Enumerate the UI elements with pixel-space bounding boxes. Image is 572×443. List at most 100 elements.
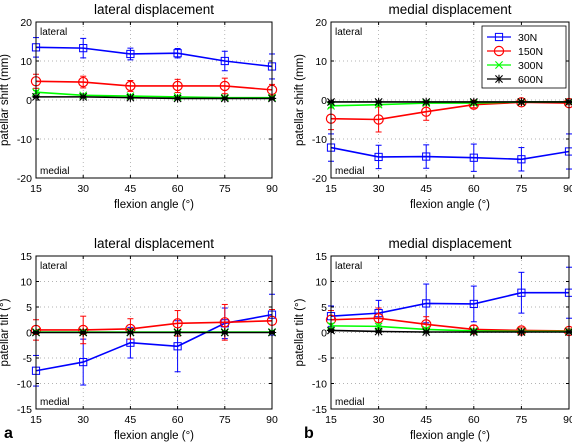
y-tick-label: 15	[315, 251, 327, 263]
y-tick-label: -15	[17, 404, 32, 416]
x-tick-label: 90	[563, 183, 572, 195]
y-tick-label: -20	[17, 173, 32, 185]
data-point	[126, 49, 135, 59]
data-point	[173, 49, 182, 58]
y-tick-label: 15	[20, 251, 32, 263]
data-point	[422, 299, 431, 308]
data-point	[173, 328, 182, 337]
y-tick-label: 10	[20, 277, 32, 289]
chart-panel-3: 15 30 45 60 75 90 -15 -10 -5 0 5 10 15 lateral displa…	[0, 236, 278, 442]
y-tick-label: -10	[312, 379, 327, 391]
series-line	[330, 317, 570, 332]
series-line	[330, 146, 570, 161]
data-point	[494, 74, 504, 84]
y-axis-label: patellar tilt (°)	[294, 298, 306, 366]
chart-title: medial displacement	[388, 2, 511, 17]
legend-entry-600n: 600N	[518, 74, 543, 86]
y-tick-label: 10	[315, 277, 327, 289]
x-tick-label: 45	[420, 414, 432, 426]
data-point	[495, 61, 503, 69]
y-axis-label: patellar shift (mm)	[294, 54, 306, 146]
data-point	[220, 94, 229, 103]
annotation-medial: medial	[335, 166, 364, 177]
series-line	[36, 96, 272, 100]
y-tick-label: 0	[321, 328, 327, 340]
data-point	[517, 288, 526, 297]
y-tick-label: -5	[318, 353, 327, 365]
x-tick-label: 45	[125, 414, 137, 426]
y-tick-label: 0	[26, 95, 32, 107]
series-line	[330, 329, 569, 333]
data-point	[126, 328, 135, 337]
x-tick-label: 30	[77, 183, 89, 195]
x-tick-label: 75	[219, 183, 231, 195]
data-point	[469, 153, 478, 162]
x-tick-label: 45	[125, 183, 137, 195]
data-point	[220, 56, 229, 66]
legend-entry-30n: 30N	[518, 32, 537, 44]
data-point	[422, 152, 431, 161]
y-tick-label: 5	[26, 302, 32, 314]
x-tick-label: 60	[468, 183, 480, 195]
annotation-medial: medial	[40, 166, 69, 177]
series-line	[35, 80, 273, 91]
data-point	[517, 155, 526, 164]
series-line	[35, 46, 273, 68]
legend-box	[481, 25, 567, 89]
data-point	[219, 80, 230, 92]
x-axis-label: flexion angle (°)	[114, 430, 194, 442]
data-point	[421, 106, 432, 117]
y-axis-label: patellar tilt (°)	[0, 298, 11, 366]
data-point	[79, 328, 88, 337]
data-point	[126, 93, 135, 102]
data-point	[219, 317, 230, 328]
legend-entry-150n: 150N	[518, 46, 543, 58]
legend-entry-300n: 300N	[518, 60, 543, 72]
data-point	[469, 299, 478, 309]
x-tick-label: 60	[172, 414, 184, 426]
data-point	[493, 45, 505, 57]
y-tick-label: -15	[312, 404, 327, 416]
annotation-medial: medial	[335, 397, 364, 408]
data-point	[422, 97, 431, 107]
x-tick-label: 75	[516, 183, 528, 195]
data-point	[172, 80, 183, 92]
y-tick-label: 10	[315, 56, 327, 68]
y-tick-label: 20	[315, 17, 327, 29]
data-point	[172, 318, 183, 329]
series-line	[36, 319, 273, 331]
chart-panel-1: 15 30 45 60 75 90 -20 -10 0 10 20 lateral displacem…	[0, 2, 278, 211]
data-point	[79, 44, 88, 53]
y-tick-label: 10	[20, 56, 32, 68]
data-point	[374, 327, 383, 336]
data-point	[220, 328, 229, 337]
series-150n	[30, 303, 278, 345]
chart-panel-2: 15 30 45 60 75 90 -20 -10 0 10 20 medial displaceme…	[294, 2, 572, 211]
x-axis-label: flexion angle (°)	[114, 199, 194, 211]
series-line	[330, 291, 569, 317]
x-tick-label: 45	[420, 183, 432, 195]
data-point	[469, 327, 478, 337]
x-tick-label: 30	[373, 183, 385, 195]
data-point	[517, 327, 526, 337]
x-tick-label: 90	[266, 414, 278, 426]
data-point	[374, 152, 383, 162]
y-tick-label: -5	[23, 353, 32, 365]
data-point	[374, 97, 383, 107]
legend: 30N 150N 300N 600N	[481, 25, 567, 89]
x-tick-label: 60	[172, 183, 184, 195]
panel-label-a: a	[4, 425, 13, 442]
y-tick-label: 5	[321, 302, 327, 314]
y-tick-label: -10	[17, 134, 32, 146]
annotation-lateral: lateral	[40, 27, 67, 38]
chart-title: lateral displacement	[94, 236, 214, 251]
x-tick-label: 60	[468, 414, 480, 426]
data-point	[125, 80, 136, 92]
chart-panel-4: 15 30 45 60 75 90 -15 -10 -5 0 5 10 15 medial displac…	[294, 236, 572, 442]
x-tick-label: 30	[373, 414, 385, 426]
data-point	[373, 114, 384, 125]
y-axis-label: patellar shift (mm)	[0, 54, 11, 146]
data-point	[173, 342, 182, 351]
annotation-lateral: lateral	[40, 261, 67, 272]
